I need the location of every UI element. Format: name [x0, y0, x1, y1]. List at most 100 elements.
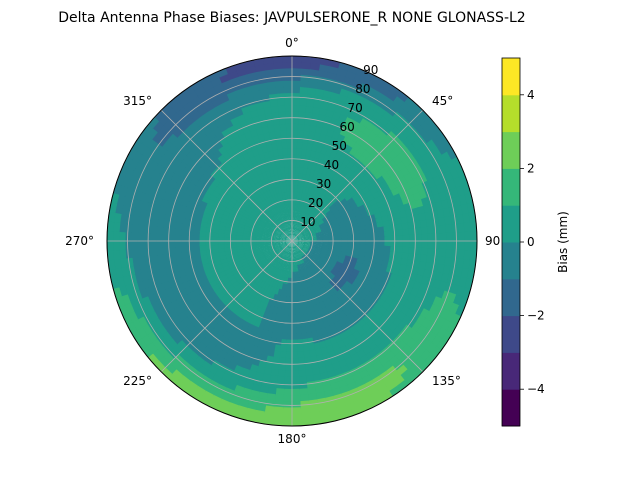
contour-cell — [292, 178, 296, 186]
contour-cell — [292, 241, 299, 245]
radial-tick-label: 80 — [355, 82, 370, 96]
contour-cell — [366, 153, 377, 164]
contour-cell — [353, 241, 362, 246]
contour-cell — [295, 326, 302, 335]
contour-cell — [427, 233, 436, 243]
colorbar-band — [502, 242, 520, 280]
contour-cell — [198, 240, 206, 246]
contour-cell — [458, 231, 466, 243]
contour-cell — [286, 327, 292, 335]
contour-cell — [320, 227, 329, 232]
contour-cell — [303, 362, 313, 372]
contour-cell — [296, 203, 301, 211]
contour-cell — [307, 249, 316, 255]
contour-cell — [304, 268, 310, 277]
contour-cell — [296, 216, 301, 224]
contour-cell — [322, 244, 330, 248]
contour-cell — [311, 220, 319, 227]
contour-cell — [279, 122, 288, 131]
contour-cell — [267, 86, 279, 95]
contour-cell — [293, 283, 298, 292]
contour-cell — [288, 221, 291, 229]
polar-grid — [106, 55, 478, 427]
contour-cell — [244, 256, 253, 262]
contour-cell — [278, 237, 287, 240]
contour-cell — [285, 339, 292, 348]
contour-cell — [303, 212, 309, 220]
contour-cell — [279, 224, 285, 232]
radial-tick-labels: 10 20 30 40 50 60 70 80 90 — [300, 63, 378, 229]
contour-cell — [118, 221, 127, 233]
contour-cell — [278, 241, 286, 244]
contour-cell — [299, 210, 304, 219]
contour-cell — [281, 401, 292, 409]
contour-cell — [167, 233, 176, 241]
contour-cell — [297, 223, 302, 231]
contour-cell — [310, 219, 318, 226]
contour-cell — [298, 216, 303, 225]
contour-cell — [292, 241, 295, 249]
contour-cell — [280, 419, 292, 426]
contour-cell — [155, 225, 164, 235]
contour-cell — [298, 238, 306, 241]
contour-cell — [268, 248, 276, 253]
contour-cell — [306, 206, 312, 215]
contour-cell — [299, 264, 304, 272]
contour-cell — [315, 246, 324, 250]
contour-cell — [304, 241, 312, 244]
contour-cell — [323, 257, 332, 264]
contour-cell — [279, 270, 284, 278]
contour-cell — [282, 251, 287, 259]
contour-cell — [192, 240, 200, 247]
contour-cell — [315, 231, 324, 235]
contour-cell — [274, 220, 281, 228]
contour-cell — [261, 229, 270, 234]
contour-cell — [288, 227, 291, 235]
contour-cell — [274, 388, 285, 397]
contour-cell — [223, 243, 231, 249]
contour-cell — [357, 145, 368, 156]
contour-cell — [148, 232, 157, 241]
contour-cell — [278, 110, 287, 119]
contour-cell — [294, 209, 298, 217]
contour-cell — [267, 230, 276, 235]
contour-cell — [347, 241, 355, 245]
contour-cell — [300, 211, 306, 219]
contour-cell — [271, 412, 283, 421]
contour-cell — [304, 375, 315, 384]
contour-cell — [298, 223, 303, 231]
contour-cell — [292, 165, 297, 174]
contour-cell — [309, 218, 317, 225]
contour-cell — [270, 225, 278, 231]
contour-cell — [299, 250, 305, 258]
contour-cell — [241, 242, 250, 247]
contour-cell — [365, 232, 374, 238]
contour-cell — [302, 269, 308, 277]
contour-cell — [267, 246, 275, 251]
contour-cell — [268, 218, 275, 225]
contour-cell — [277, 104, 287, 113]
contour-cell — [286, 184, 290, 192]
contour-cell — [265, 221, 273, 228]
colorbar-tick-label: −2 — [527, 309, 545, 323]
contour-cell — [273, 199, 280, 208]
contour-cell — [308, 201, 315, 210]
contour-cell — [292, 237, 299, 241]
contour-cell — [280, 250, 286, 258]
contour-cell — [292, 241, 296, 248]
contour-cell — [292, 239, 300, 241]
contour-cell — [305, 222, 312, 229]
colorbar-band — [502, 58, 520, 96]
contour-cell — [273, 281, 279, 290]
contour-cell — [269, 216, 276, 224]
contour-cell — [271, 186, 278, 195]
contour-cell — [251, 255, 259, 262]
contour-cell — [284, 229, 289, 236]
contour-cell — [274, 213, 280, 221]
contour-cell — [247, 242, 256, 246]
contour-cell — [210, 244, 219, 250]
contour-cell — [365, 236, 374, 242]
contour-cell — [302, 255, 309, 263]
contour-cell — [285, 241, 292, 244]
contour-cell — [284, 357, 292, 366]
